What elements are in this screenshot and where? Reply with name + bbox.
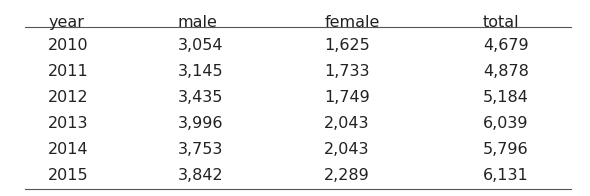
Text: 2,289: 2,289 (324, 168, 370, 183)
Text: 6,039: 6,039 (483, 116, 529, 131)
Text: 3,753: 3,753 (178, 142, 223, 157)
Text: 2015: 2015 (48, 168, 89, 183)
Text: 1,749: 1,749 (324, 90, 370, 105)
Text: 2,043: 2,043 (324, 142, 370, 157)
Text: 3,145: 3,145 (178, 64, 223, 79)
Text: male: male (178, 15, 218, 30)
Text: 4,878: 4,878 (483, 64, 529, 79)
Text: total: total (483, 15, 520, 30)
Text: 3,842: 3,842 (178, 168, 223, 183)
Text: 2013: 2013 (48, 116, 89, 131)
Text: 2011: 2011 (48, 64, 89, 79)
Text: 2,043: 2,043 (324, 116, 370, 131)
Text: 1,733: 1,733 (324, 64, 370, 79)
Text: 6,131: 6,131 (483, 168, 529, 183)
Text: 3,435: 3,435 (178, 90, 223, 105)
Text: 2014: 2014 (48, 142, 89, 157)
Text: female: female (324, 15, 380, 30)
Text: 2010: 2010 (48, 38, 89, 53)
Text: 5,796: 5,796 (483, 142, 529, 157)
Text: 2012: 2012 (48, 90, 89, 105)
Text: 1,625: 1,625 (324, 38, 370, 53)
Text: year: year (48, 15, 84, 30)
Text: 3,996: 3,996 (178, 116, 223, 131)
Text: 5,184: 5,184 (483, 90, 529, 105)
Text: 4,679: 4,679 (483, 38, 529, 53)
Text: 3,054: 3,054 (178, 38, 223, 53)
